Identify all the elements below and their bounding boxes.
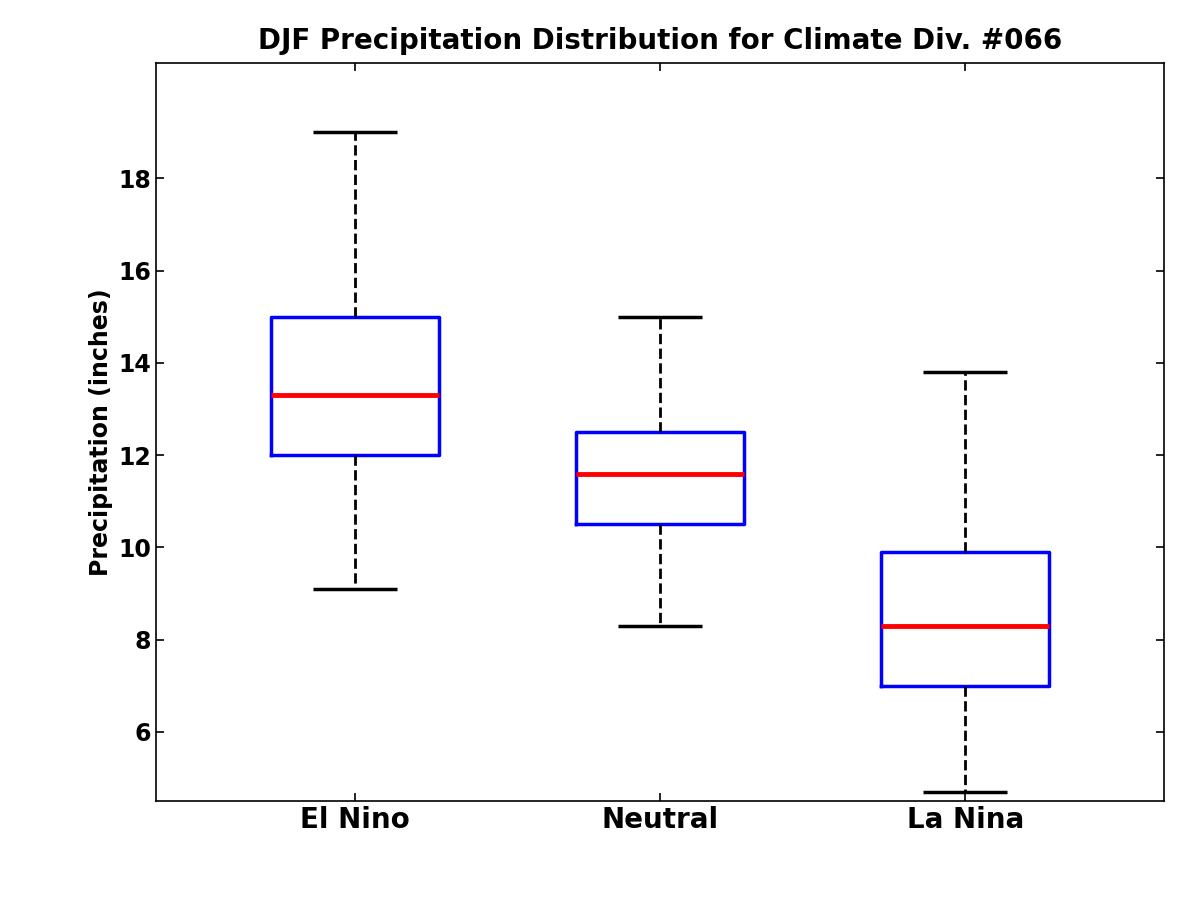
Y-axis label: Precipitation (inches): Precipitation (inches): [89, 288, 113, 576]
Title: DJF Precipitation Distribution for Climate Div. #066: DJF Precipitation Distribution for Clima…: [258, 27, 1062, 55]
